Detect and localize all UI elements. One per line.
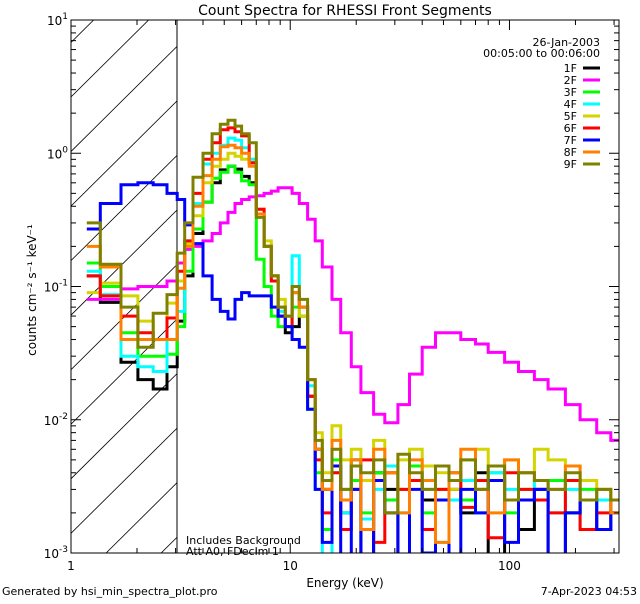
- y-tick-label: 10-2: [44, 412, 68, 428]
- x-axis-label: Energy (keV): [306, 576, 383, 590]
- x-tick-label: 100: [498, 559, 521, 573]
- x-tick-label: 10: [283, 559, 298, 573]
- legend-label-5F: 5F: [564, 110, 577, 123]
- legend-label-7F: 7F: [564, 134, 577, 147]
- y-tick-label: 101: [47, 12, 68, 28]
- excluded-energy-hatch: [71, 20, 177, 553]
- annotation-background: Includes Background: [186, 534, 301, 547]
- legend-time-range: 00:05:00 to 00:06:00: [483, 47, 600, 60]
- series-line-4F: [86, 136, 619, 553]
- y-tick-label: 10-1: [44, 279, 68, 295]
- legend-label-6F: 6F: [564, 122, 577, 135]
- legend-label-3F: 3F: [564, 86, 577, 99]
- legend-date: 26-Jan-2003: [533, 36, 601, 49]
- chart-title: Count Spectra for RHESSI Front Segments: [198, 3, 492, 19]
- hatch-line: [71, 20, 150, 98]
- x-tick-label: 1: [67, 559, 75, 573]
- hatch-line: [71, 373, 177, 480]
- hatch-line: [71, 209, 177, 316]
- footer-generated-by: Generated by hsi_min_spectra_plot.pro: [2, 585, 218, 598]
- hatch-line: [71, 427, 177, 534]
- hatch-line: [105, 482, 177, 553]
- y-tick-label: 100: [47, 145, 68, 161]
- hatch-line: [71, 45, 177, 153]
- legend-label-1F: 1F: [564, 62, 577, 75]
- legend-label-9F: 9F: [564, 158, 577, 171]
- footer-timestamp: 7-Apr-2023 04:53: [541, 585, 637, 598]
- legend-label-2F: 2F: [564, 74, 577, 87]
- hatch-line: [71, 263, 177, 371]
- legend-label-8F: 8F: [564, 146, 577, 159]
- series-line-9F: [86, 118, 619, 515]
- y-tick-label: 10-3: [44, 545, 68, 561]
- y-axis-label: counts cm⁻² s⁻¹ keV⁻¹: [25, 224, 39, 356]
- legend-label-4F: 4F: [564, 98, 577, 111]
- annotation-attenuator: Att A0, FDecim 1: [186, 545, 279, 558]
